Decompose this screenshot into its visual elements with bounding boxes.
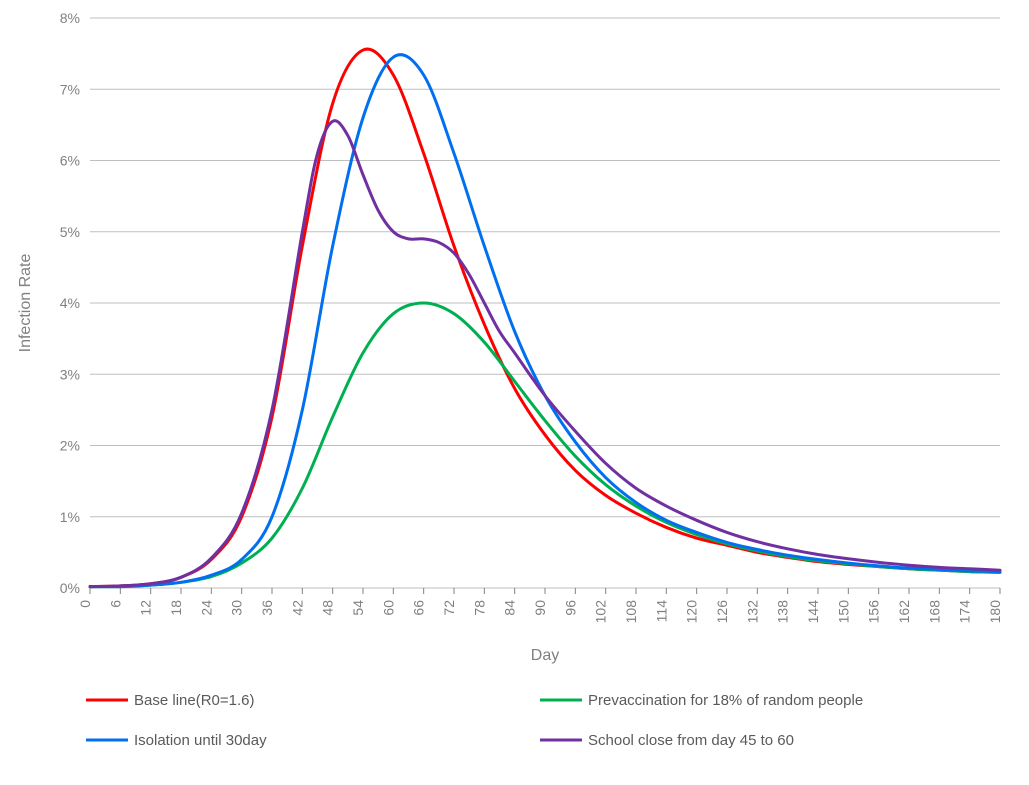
x-tick-label: 168 bbox=[926, 600, 942, 624]
x-tick-label: 174 bbox=[957, 600, 973, 624]
x-tick-label: 162 bbox=[896, 600, 912, 624]
x-tick-label: 60 bbox=[380, 600, 396, 616]
y-tick-label: 3% bbox=[60, 366, 80, 382]
x-tick-label: 156 bbox=[866, 600, 882, 624]
x-tick-label: 6 bbox=[107, 600, 123, 608]
legend-label-schoolclose: School close from day 45 to 60 bbox=[588, 732, 794, 749]
x-tick-label: 102 bbox=[593, 600, 609, 624]
x-tick-label: 120 bbox=[684, 600, 700, 624]
y-tick-label: 4% bbox=[60, 295, 80, 311]
x-tick-label: 108 bbox=[623, 600, 639, 624]
x-tick-label: 150 bbox=[835, 600, 851, 624]
x-tick-label: 24 bbox=[198, 600, 214, 616]
x-tick-label: 66 bbox=[411, 600, 427, 616]
legend-label-isolation: Isolation until 30day bbox=[134, 732, 267, 749]
chart-svg: 0% 1% 2% 3% 4% 5% 6% 7% 8% 0 6 12 18 24 30 36 42 48 54 60 66… bbox=[0, 0, 1029, 785]
y-tick-label: 7% bbox=[60, 81, 80, 97]
x-tick-label: 0 bbox=[77, 600, 93, 608]
x-tick-label: 180 bbox=[987, 600, 1003, 624]
legend-label-baseline: Base line(R0=1.6) bbox=[134, 692, 254, 709]
x-tick-label: 30 bbox=[229, 600, 245, 616]
x-tick-label: 90 bbox=[532, 600, 548, 616]
x-tick-label: 114 bbox=[653, 600, 669, 623]
x-tick-label: 18 bbox=[168, 600, 184, 616]
infection-rate-chart: 0% 1% 2% 3% 4% 5% 6% 7% 8% 0 6 12 18 24 30 36 42 48 54 60 66… bbox=[0, 0, 1029, 785]
y-tick-label: 5% bbox=[60, 224, 80, 240]
y-axis-label: Infection Rate bbox=[17, 254, 34, 353]
x-tick-label: 42 bbox=[289, 600, 305, 616]
x-tick-label: 132 bbox=[744, 600, 760, 624]
y-tick-label: 2% bbox=[60, 438, 80, 454]
x-tick-label: 78 bbox=[471, 600, 487, 616]
series-isolation bbox=[90, 55, 1000, 587]
x-tick-label: 54 bbox=[350, 600, 366, 616]
x-tick-label: 138 bbox=[775, 600, 791, 624]
series-baseline bbox=[90, 49, 1000, 587]
x-tick-label: 144 bbox=[805, 600, 821, 624]
y-tick-label: 8% bbox=[60, 10, 80, 26]
x-tick-label: 72 bbox=[441, 600, 457, 616]
x-tick-label: 36 bbox=[259, 600, 275, 616]
x-tick-label: 84 bbox=[502, 600, 518, 616]
x-tick-label: 12 bbox=[138, 600, 154, 616]
x-tick-label: 126 bbox=[714, 600, 730, 624]
y-tick-label: 6% bbox=[60, 153, 80, 169]
y-tick-label: 1% bbox=[60, 509, 80, 525]
y-tick-label: 0% bbox=[60, 580, 80, 596]
x-tick-label: 96 bbox=[562, 600, 578, 616]
x-tick-label: 48 bbox=[320, 600, 336, 616]
legend-label-prevacc: Prevaccination for 18% of random people bbox=[588, 692, 863, 709]
x-axis-label: Day bbox=[531, 647, 559, 664]
